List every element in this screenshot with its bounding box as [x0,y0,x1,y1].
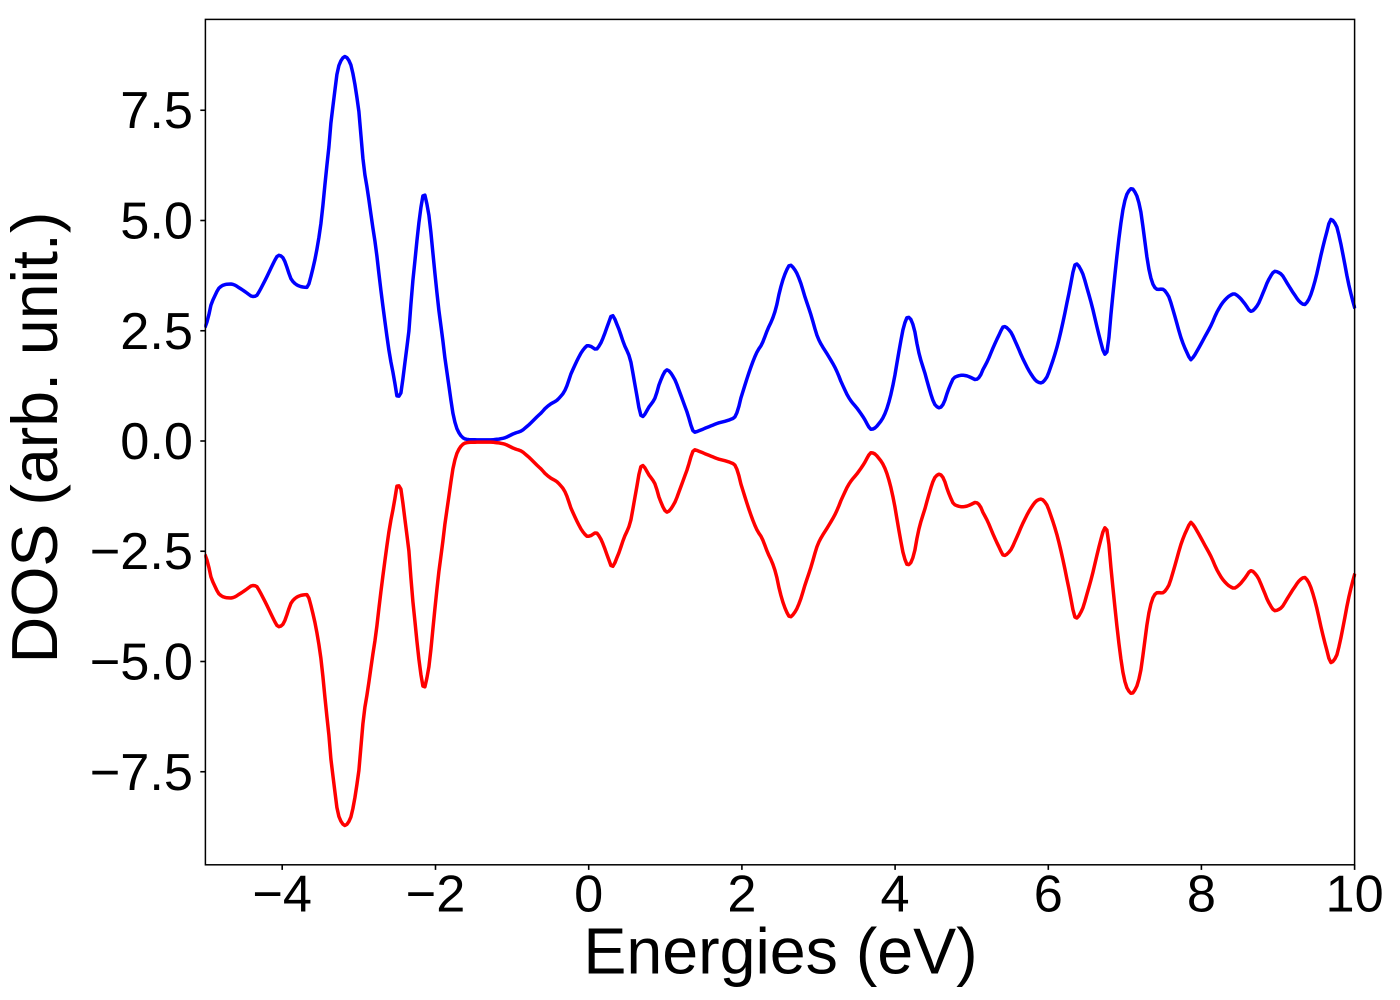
svg-text:DOS (arb. unit.): DOS (arb. unit.) [0,212,71,664]
svg-text:6: 6 [1034,866,1063,924]
svg-text:−2.5: −2.5 [90,523,193,581]
svg-text:−2: −2 [406,866,466,924]
svg-text:10: 10 [1326,866,1384,924]
svg-text:5.0: 5.0 [120,193,193,251]
svg-text:−4: −4 [252,866,312,924]
svg-text:0.0: 0.0 [120,413,193,471]
svg-text:8: 8 [1187,866,1216,924]
svg-text:0: 0 [574,866,603,924]
svg-text:−5.0: −5.0 [90,634,193,692]
svg-text:4: 4 [881,866,910,924]
svg-text:2.5: 2.5 [120,303,193,361]
svg-text:2: 2 [727,866,756,924]
svg-text:−7.5: −7.5 [90,744,193,802]
svg-text:Energies (eV): Energies (eV) [583,916,977,988]
svg-text:7.5: 7.5 [120,82,193,140]
